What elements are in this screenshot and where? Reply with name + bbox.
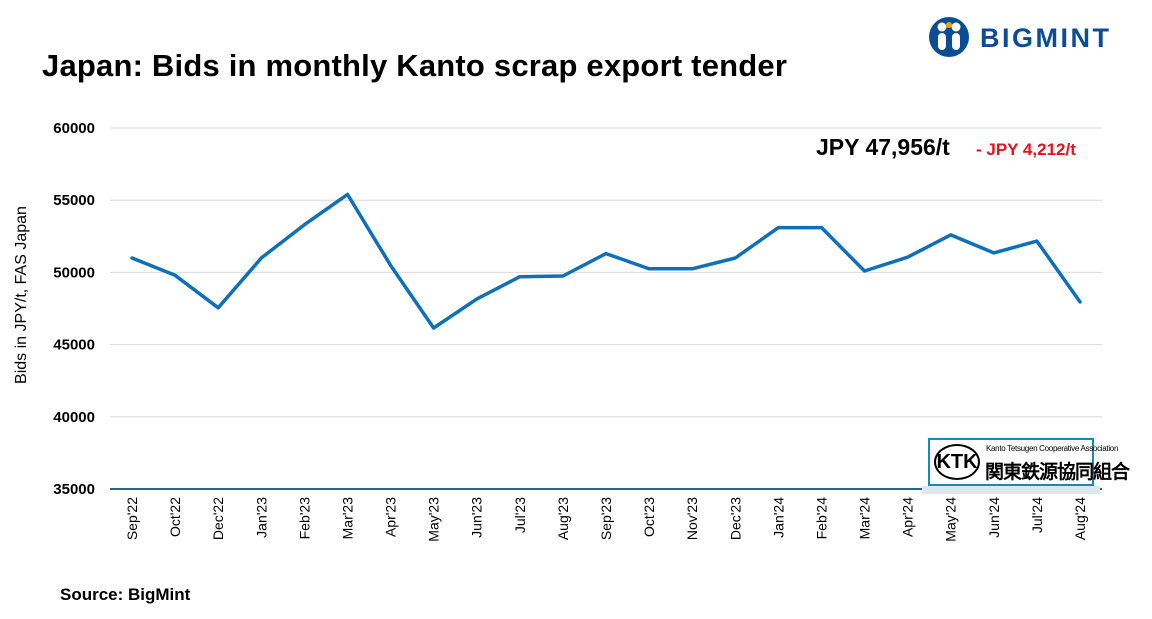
ktk-japanese-name: 関東鉄源協同組合 [985,462,1130,483]
x-tick-label: May'23 [426,497,442,542]
x-tick-label: Sep'23 [598,497,614,540]
y-tick-label: 35000 [53,481,95,498]
x-tick-label: Mar'24 [857,497,873,540]
y-axis-label: Bids in JPY/t, FAS Japan [13,206,30,384]
y-tick-label: 60000 [53,120,95,137]
x-tick-label: Nov'23 [684,497,700,540]
x-tick-label: Apr'24 [900,497,916,537]
x-tick-label: Dec'23 [727,497,743,540]
current-price-annotation: JPY 47,956/t [816,134,950,160]
chart-title: Japan: Bids in monthly Kanto scrap expor… [42,48,788,83]
x-tick-label: Oct'22 [167,497,183,537]
x-tick-label: Apr'23 [383,497,399,537]
source-note: Source: BigMint [60,585,191,604]
x-tick-label: Jun'24 [986,497,1002,538]
people-icon [929,17,969,57]
x-tick-label: Feb'23 [296,497,312,540]
ktk-mark: KTK [934,444,980,480]
x-tick-label: Oct'23 [641,497,657,537]
x-tick-label: Aug'24 [1072,497,1088,540]
ktk-english-name: Kanto Tetsugen Cooperative Association [986,444,1119,453]
brand-logo: BIGMINT [928,14,1148,60]
y-tick-label: 50000 [53,264,95,281]
x-tick-label: Feb'24 [813,497,829,540]
series-line [130,192,1082,330]
ktk-watermark: KTK Kanto Tetsugen Cooperative Associati… [928,438,1130,486]
watermark-shadow [922,486,1100,494]
y-axis-ticks: 35000 40000 45000 50000 55000 60000 [53,120,95,498]
x-tick-label: Jun'23 [469,497,485,538]
x-tick-label: Jul'24 [1029,497,1045,533]
price-change-annotation: - JPY 4,212/t [976,140,1076,159]
x-tick-label: Mar'23 [339,497,355,540]
brand-name: BIGMINT [980,23,1112,53]
x-tick-label: Aug'23 [555,497,571,540]
x-tick-label: Jan'23 [253,497,269,538]
x-tick-label: Dec'22 [210,497,226,540]
x-tick-label: Jul'23 [512,497,528,533]
x-axis-ticks: Sep'22 Oct'22 Dec'22 Jan'23 Feb'23 Mar'23 Apr'… [124,497,1088,542]
y-tick-label: 45000 [53,337,95,354]
y-tick-label: 55000 [53,192,95,209]
gridlines [110,127,1102,418]
x-tick-label: May'24 [943,497,959,542]
x-tick-label: Jan'24 [770,497,786,538]
y-tick-label: 40000 [53,409,95,426]
x-tick-label: Sep'22 [124,497,140,540]
